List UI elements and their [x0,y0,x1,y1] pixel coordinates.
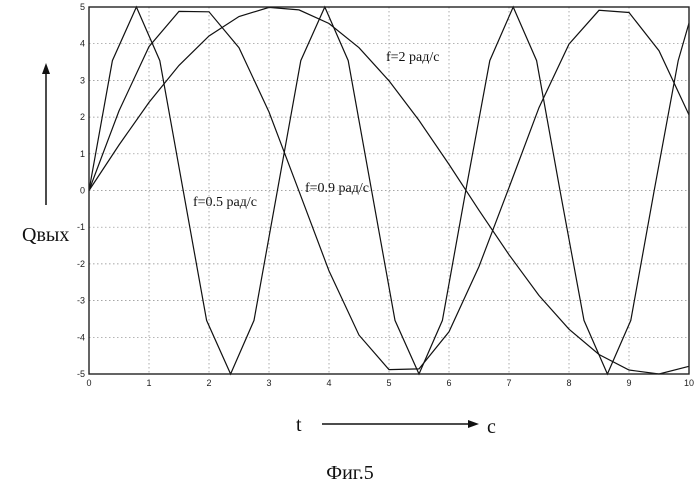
y-tick-label: -4 [77,332,85,342]
x-tick-label: 5 [386,378,391,388]
x-axis-label-unit: c [487,416,496,438]
x-tick-label: 9 [626,378,631,388]
figure-caption: Фиг.5 [0,462,700,485]
x-tick-label: 7 [506,378,511,388]
annotation-f05: f=0.5 рад/с [193,195,257,210]
x-tick-label: 3 [266,378,271,388]
x-tick-label: 8 [566,378,571,388]
y-axis-arrowhead [42,63,50,74]
y-tick-label: 0 [80,186,85,196]
x-axis-label-t: t [296,414,302,436]
y-tick-label: 4 [80,39,85,49]
annotation-f2: f=2 рад/с [386,50,440,65]
x-tick-label: 4 [326,378,331,388]
x-tick-labels: 0 1 2 3 4 5 6 7 8 9 10 [86,378,694,388]
x-tick-label: 0 [86,378,91,388]
x-axis-arrowhead [468,420,479,428]
x-tick-label: 1 [146,378,151,388]
y-tick-label: -3 [77,296,85,306]
y-tick-label: 1 [80,149,85,159]
y-axis-label: Qвых [22,224,69,246]
y-tick-label: 5 [80,2,85,12]
x-tick-label: 2 [206,378,211,388]
y-tick-labels: 5 4 3 2 1 0 -1 -2 -3 -4 -5 [77,2,85,379]
y-tick-label: -2 [77,259,85,269]
y-tick-label: -5 [77,369,85,379]
x-tick-label: 6 [446,378,451,388]
y-tick-label: -1 [77,222,85,232]
x-tick-label: 10 [684,378,694,388]
y-tick-label: 3 [80,75,85,85]
y-tick-label: 2 [80,112,85,122]
annotation-f09: f=0.9 рад/с [305,181,369,196]
